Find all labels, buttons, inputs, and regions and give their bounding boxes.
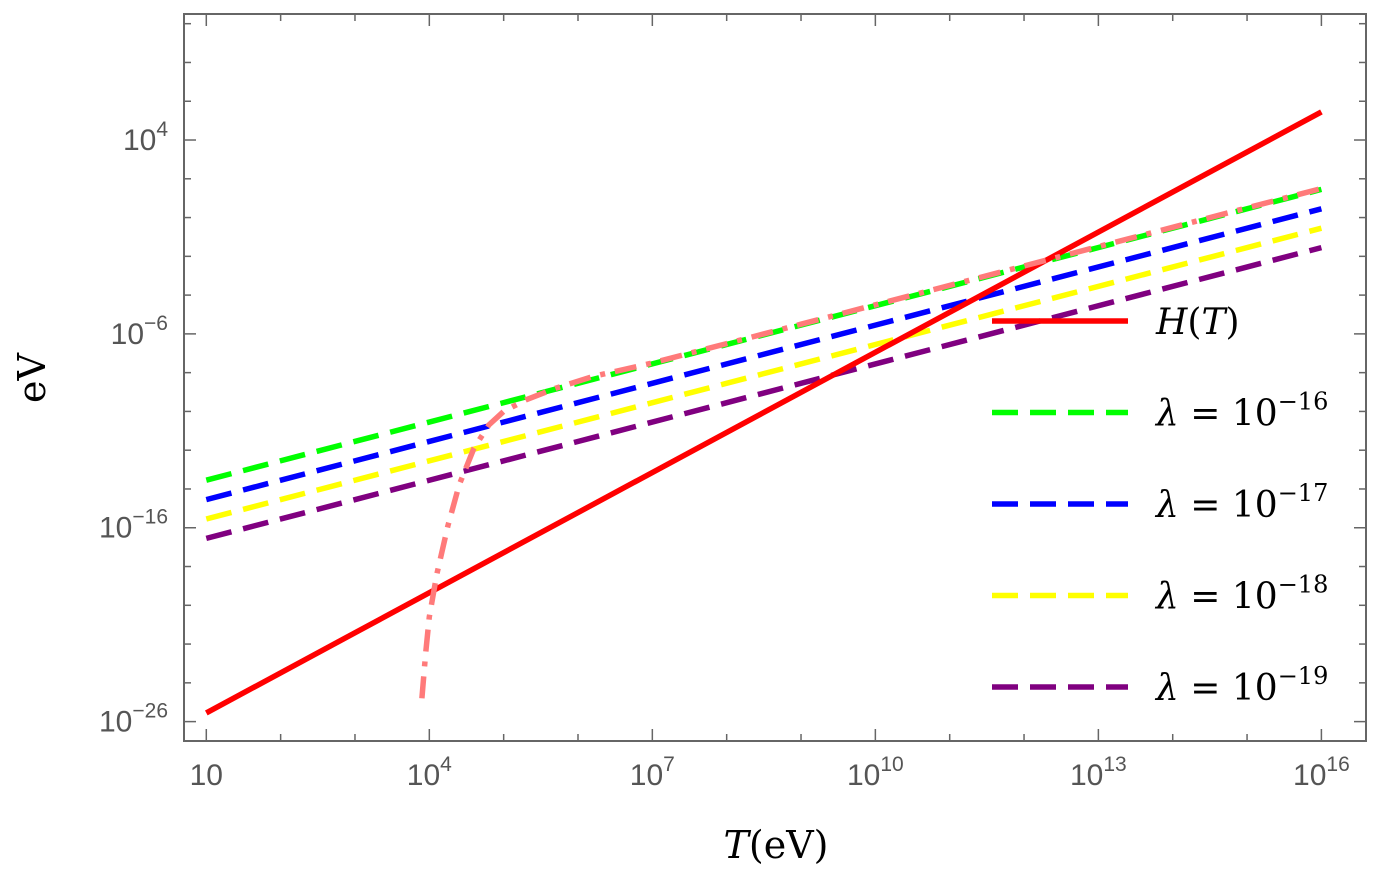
legend-label: λ = 10−16 xyxy=(1154,388,1328,435)
x-tick-label: 10 xyxy=(190,759,223,792)
x-tick-base: 10 xyxy=(190,759,223,792)
legend-label: λ = 10−19 xyxy=(1154,662,1328,709)
x-tick-exponent: 16 xyxy=(1326,753,1349,776)
y-tick-label: 10−26 xyxy=(99,700,168,739)
legend-symbol: λ xyxy=(1154,394,1179,435)
y-tick-exponent: 4 xyxy=(156,118,168,141)
series-line-0 xyxy=(204,109,1323,716)
x-tick-exponent: 7 xyxy=(663,753,675,776)
x-tick-base: 10 xyxy=(1293,759,1326,792)
legend-symbol: λ xyxy=(1154,668,1179,709)
x-axis-label-symbol: T xyxy=(724,823,752,867)
y-tick-label: 104 xyxy=(123,118,168,157)
legend-item: λ = 10−17 xyxy=(992,479,1328,526)
legend-text-body: = 10 xyxy=(1179,394,1278,435)
legend-item: λ = 10−19 xyxy=(992,662,1328,709)
x-tick-base: 10 xyxy=(630,759,663,792)
legend-exponent: −17 xyxy=(1278,479,1329,507)
series-line-3 xyxy=(205,225,1323,522)
series-line-4 xyxy=(205,244,1323,542)
y-tick-exponent: −26 xyxy=(132,700,168,723)
x-tick-label: 104 xyxy=(407,753,452,792)
x-tick-exponent: 13 xyxy=(1103,753,1126,776)
dashdot-curve-0 xyxy=(419,185,1323,699)
x-tick-label: 107 xyxy=(630,753,675,792)
y-axis-label: eV xyxy=(10,352,54,402)
legend-item: H(T) xyxy=(992,302,1240,343)
legend-label: λ = 10−17 xyxy=(1154,479,1328,526)
x-tick-exponent: 4 xyxy=(440,753,452,776)
plot-border xyxy=(183,13,1367,742)
y-tick-exponent: −16 xyxy=(132,506,168,529)
x-tick-label: 1013 xyxy=(1070,753,1127,792)
legend-symbol: λ xyxy=(1154,485,1179,526)
legend-item: λ = 10−18 xyxy=(992,571,1328,618)
legend-symbol: λ xyxy=(1154,577,1179,618)
legend-text-body: = 10 xyxy=(1179,668,1278,709)
x-tick-label: 1010 xyxy=(847,753,904,792)
legend-item: λ = 10−16 xyxy=(992,388,1328,435)
x-axis-label-unit: (eV) xyxy=(749,823,829,867)
legend-symbol: H xyxy=(1155,302,1188,343)
legend-text-body: = 10 xyxy=(1179,485,1278,526)
y-tick-label: 10−6 xyxy=(111,312,168,351)
series-line-2 xyxy=(205,206,1323,503)
x-tick-base: 10 xyxy=(1070,759,1103,792)
legend-exponent: −19 xyxy=(1278,662,1329,690)
legend-symbol-arg: T xyxy=(1201,302,1228,343)
series-lines xyxy=(204,109,1323,716)
y-tick-exponent: −6 xyxy=(144,312,168,335)
legend-text-body: = 10 xyxy=(1179,577,1278,618)
y-tick-base: 10 xyxy=(111,318,144,351)
x-tick-base: 10 xyxy=(407,759,440,792)
y-tick-base: 10 xyxy=(99,706,132,739)
plot-frame xyxy=(183,13,1367,742)
x-tick-exponent: 10 xyxy=(880,753,903,776)
legend-exponent: −16 xyxy=(1278,388,1329,416)
legend: H(T)λ = 10−16λ = 10−17λ = 10−18λ = 10−19 xyxy=(992,302,1328,709)
y-tick-label: 10−16 xyxy=(99,506,168,545)
legend-text-body: ( xyxy=(1187,302,1201,343)
legend-exponent: −18 xyxy=(1278,571,1329,599)
x-tick-label: 1016 xyxy=(1293,753,1350,792)
y-tick-base: 10 xyxy=(99,512,132,545)
legend-close-paren: ) xyxy=(1225,302,1239,343)
legend-label: H(T) xyxy=(1155,302,1240,343)
x-tick-base: 10 xyxy=(847,759,880,792)
y-tick-base: 10 xyxy=(123,124,156,157)
x-axis-label: T(eV) xyxy=(724,823,829,867)
legend-label: λ = 10−18 xyxy=(1154,571,1328,618)
